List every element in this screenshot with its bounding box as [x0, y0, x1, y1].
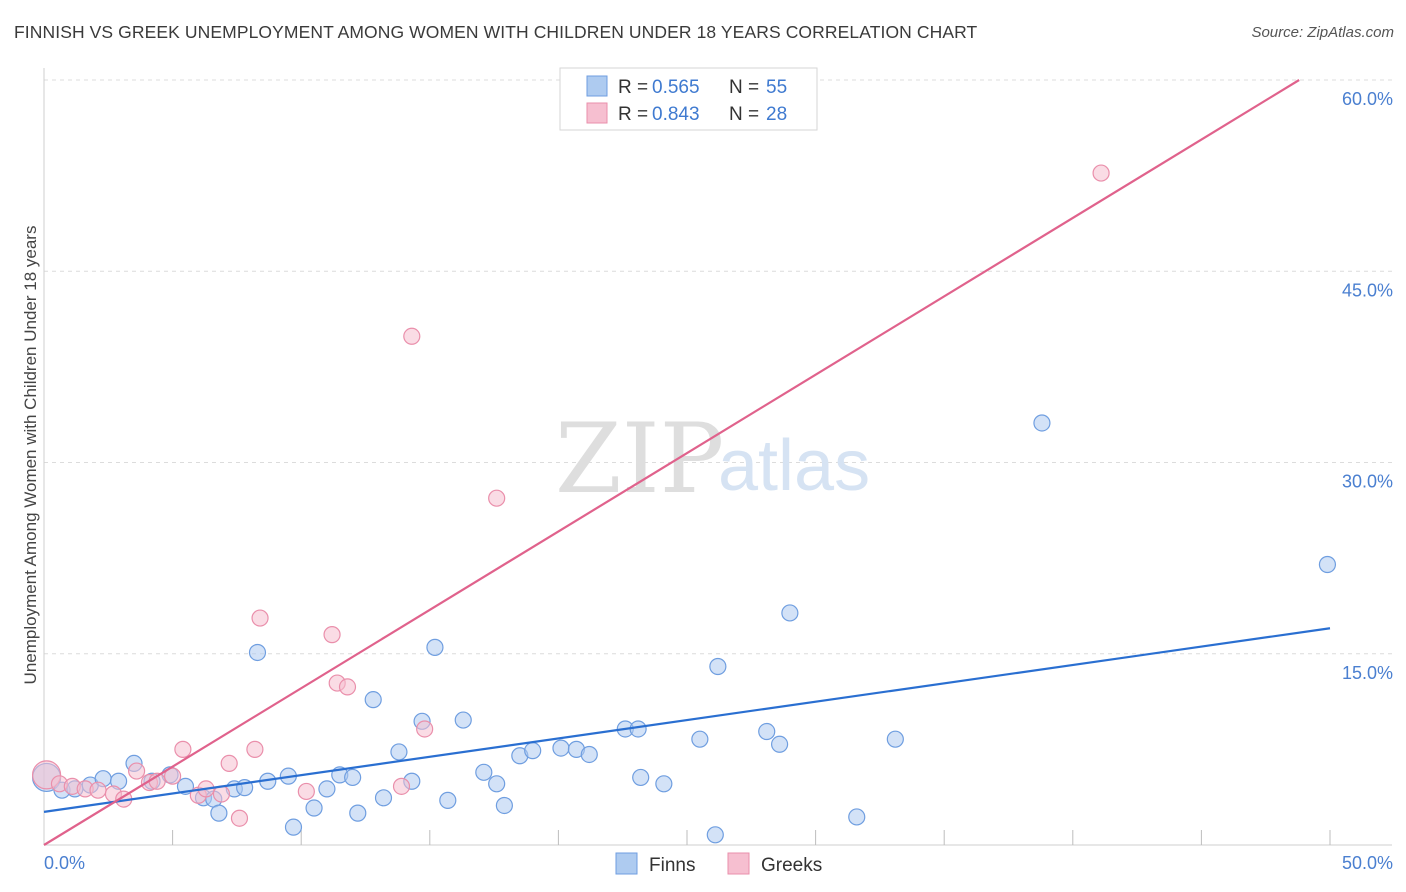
- x-tick-label: 0.0%: [44, 853, 85, 873]
- finns-point: [580, 745, 598, 764]
- trendlines: [43, 79, 1331, 846]
- legend-r-label-greeks: R =: [618, 104, 648, 125]
- finns-point: [758, 722, 776, 741]
- y-axis-label: Unemployment Among Women with Children U…: [21, 226, 40, 685]
- finns-point: [439, 791, 457, 809]
- finns-point: [706, 826, 724, 844]
- finns-point: [488, 775, 506, 793]
- finns-point: [248, 643, 267, 662]
- finns-point: [629, 720, 647, 738]
- finns-point: [1033, 414, 1051, 432]
- y-tick-labels: 15.0% 30.0% 45.0% 60.0%: [1342, 89, 1393, 683]
- greeks-point: [1092, 164, 1110, 182]
- finns-point: [426, 638, 444, 656]
- finns-point: [318, 780, 336, 798]
- finns-point: [552, 739, 570, 757]
- finns-point: [632, 768, 650, 787]
- finns-point: [495, 796, 513, 815]
- greeks-point: [127, 762, 146, 780]
- finns-point: [305, 799, 323, 817]
- finns-point: [709, 657, 727, 676]
- finns-point: [770, 735, 789, 753]
- greeks-point: [89, 781, 107, 799]
- axes: [43, 68, 1392, 846]
- bottom-legend-swatch-finns: [615, 852, 638, 875]
- legend-r-value-greeks: 0.843: [652, 104, 700, 125]
- chart-source: Source: ZipAtlas.com: [1251, 24, 1394, 41]
- greeks-point: [403, 327, 421, 345]
- greeks-point: [220, 754, 238, 773]
- finns-point: [344, 768, 362, 787]
- finns-point: [210, 804, 228, 822]
- y-tick-label: 45.0%: [1342, 280, 1393, 300]
- finns-point: [1318, 555, 1337, 574]
- grid: [44, 79, 1392, 655]
- finns-point: [524, 742, 542, 760]
- watermark-zip: ZIP: [555, 403, 724, 515]
- y-tick-label: 30.0%: [1342, 472, 1393, 492]
- y-tick-label: 60.0%: [1342, 89, 1393, 109]
- greeks-point: [297, 782, 315, 801]
- legend: R = 0.565 N = 55 R = 0.843 N = 28: [559, 67, 818, 131]
- finns-point: [364, 691, 382, 709]
- legend-n-label-greeks: N =: [729, 104, 759, 125]
- greeks-point: [251, 609, 269, 627]
- finns-point: [349, 804, 367, 822]
- bottom-legend: Finns Greeks: [615, 852, 822, 876]
- finns-trendline: [43, 627, 1331, 813]
- finns-point: [284, 818, 303, 836]
- legend-n-label-finns: N =: [729, 77, 759, 98]
- y-tick-label: 15.0%: [1342, 663, 1393, 683]
- finns-point: [655, 775, 673, 793]
- finns-point: [886, 730, 904, 748]
- finns-point: [848, 808, 866, 826]
- greeks-point: [338, 678, 357, 696]
- greeks-point: [416, 720, 434, 738]
- greeks-point: [230, 809, 249, 827]
- finns-point: [374, 789, 393, 807]
- bottom-legend-finns: Finns: [649, 855, 695, 876]
- watermark: ZIP atlas: [555, 403, 870, 515]
- finns-point: [781, 604, 799, 622]
- greeks-point: [174, 740, 192, 758]
- greeks-trendline: [43, 79, 1300, 846]
- legend-r-label-finns: R =: [618, 77, 648, 98]
- bottom-legend-greeks: Greeks: [761, 855, 822, 876]
- watermark-atlas: atlas: [718, 426, 870, 506]
- greeks-point: [488, 489, 506, 507]
- finns-point: [475, 763, 493, 781]
- finns-point: [390, 743, 408, 761]
- legend-n-value-greeks: 28: [766, 104, 787, 125]
- greeks-point: [246, 740, 264, 758]
- legend-r-value-finns: 0.565: [652, 77, 700, 98]
- legend-swatch-greeks: [586, 102, 608, 124]
- x-tick-labels: 0.0% 50.0%: [44, 853, 1393, 873]
- finns-point: [454, 711, 472, 729]
- legend-swatch-finns: [586, 75, 608, 97]
- greeks-point: [164, 767, 182, 785]
- chart-title: FINNISH VS GREEK UNEMPLOYMENT AMONG WOME…: [14, 22, 978, 42]
- greeks-point: [392, 777, 411, 795]
- legend-n-value-finns: 55: [766, 77, 787, 98]
- finns-point: [691, 730, 709, 748]
- bottom-legend-swatch-greeks: [727, 852, 750, 875]
- x-tick-label: 50.0%: [1342, 853, 1393, 873]
- greeks-point: [323, 626, 341, 644]
